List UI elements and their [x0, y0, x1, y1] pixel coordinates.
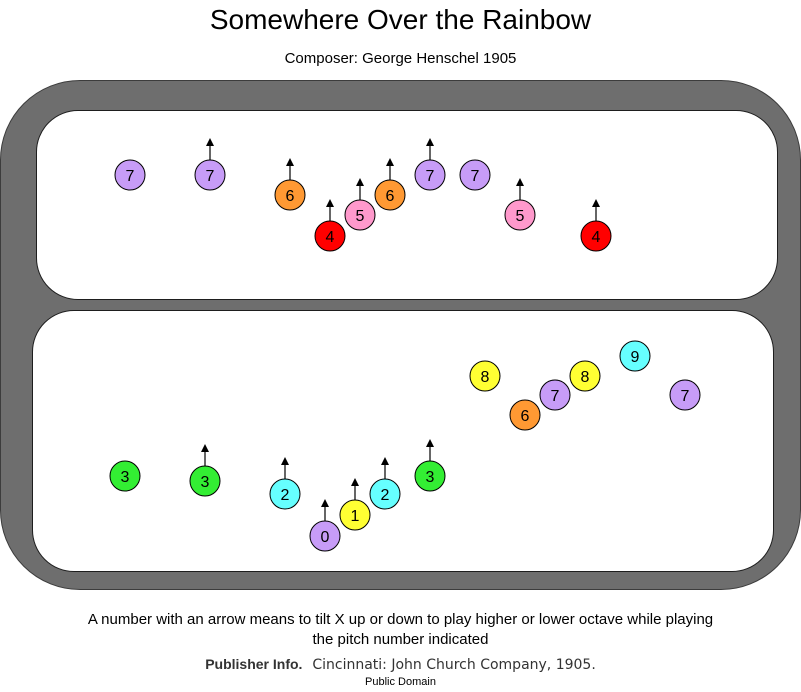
note-circle — [569, 360, 601, 392]
note-circle — [580, 220, 612, 252]
note-line-1-6: 6 — [374, 158, 406, 211]
note-circle — [339, 499, 371, 531]
note-line-2-8: 8 — [469, 360, 501, 392]
note-line-2-3: 2 — [269, 457, 301, 510]
panel-line-1 — [36, 110, 778, 300]
note-pitch-label: 5 — [356, 208, 365, 225]
note-pitch-label: 0 — [321, 529, 330, 546]
note-circle — [414, 159, 446, 191]
license-text: Public Domain — [365, 676, 436, 688]
note-circle — [414, 460, 446, 492]
caption-line-1: A number with an arrow means to tilt X u… — [87, 611, 714, 628]
note-pitch-label: 4 — [592, 229, 601, 246]
note-line-2-4: 0 — [309, 499, 341, 552]
note-circle — [459, 159, 491, 191]
note-circle — [539, 379, 571, 411]
note-line-2-10: 7 — [539, 379, 571, 411]
note-circle — [309, 520, 341, 552]
note-line-2-2: 3 — [189, 444, 221, 497]
note-circle — [269, 478, 301, 510]
note-circle — [369, 478, 401, 510]
note-line-2-1: 3 — [109, 460, 141, 492]
note-pitch-label: 9 — [631, 349, 640, 366]
note-circle — [344, 199, 376, 231]
note-circle — [669, 379, 701, 411]
publisher-info: Publisher Info. Cincinnati: John Church … — [0, 656, 801, 673]
note-circle — [109, 460, 141, 492]
note-line-2-12: 9 — [619, 340, 651, 372]
note-pitch-label: 3 — [121, 469, 130, 486]
note-pitch-label: 8 — [581, 369, 590, 386]
note-circle — [114, 159, 146, 191]
note-pitch-label: 7 — [471, 168, 480, 185]
note-line-2-9: 6 — [509, 399, 541, 431]
note-pitch-label: 5 — [516, 208, 525, 225]
note-pitch-label: 2 — [281, 487, 290, 504]
note-line-2-7: 3 — [414, 439, 446, 492]
note-line-2-13: 7 — [669, 379, 701, 411]
note-line-2-11: 8 — [569, 360, 601, 392]
note-line-2-5: 1 — [339, 478, 371, 531]
publisher-value: Cincinnati: John Church Company, 1905. — [312, 657, 596, 673]
caption-line-2: the pitch number indicated — [312, 631, 489, 648]
note-pitch-label: 4 — [326, 229, 335, 246]
note-line-1-5: 5 — [344, 178, 376, 231]
note-circle — [194, 159, 226, 191]
note-pitch-label: 7 — [681, 388, 690, 405]
note-line-1-1: 7 — [114, 159, 146, 191]
note-line-1-8: 7 — [459, 159, 491, 191]
note-pitch-label: 7 — [126, 168, 135, 185]
note-pitch-label: 3 — [426, 469, 435, 486]
composer-subtitle: Composer: George Henschel 1905 — [284, 50, 517, 67]
note-circle — [314, 220, 346, 252]
page-title: Somewhere Over the Rainbow — [209, 4, 592, 35]
note-pitch-label: 6 — [521, 408, 530, 425]
note-line-1-2: 7 — [194, 138, 226, 191]
publisher-label: Publisher Info. — [205, 656, 303, 672]
note-pitch-label: 2 — [381, 487, 390, 504]
note-line-1-7: 7 — [414, 138, 446, 191]
note-pitch-label: 7 — [426, 168, 435, 185]
note-line-1-4: 4 — [314, 199, 346, 252]
note-circle — [374, 179, 406, 211]
note-pitch-label: 7 — [551, 388, 560, 405]
note-pitch-label: 1 — [351, 508, 360, 525]
note-pitch-label: 3 — [201, 474, 210, 491]
note-line-1-9: 5 — [504, 178, 536, 231]
instruction-caption: A number with an arrow means to tilt X u… — [0, 610, 801, 650]
note-pitch-label: 7 — [206, 168, 215, 185]
note-pitch-label: 6 — [386, 188, 395, 205]
note-circle — [189, 465, 221, 497]
note-line-1-3: 6 — [274, 158, 306, 211]
note-circle — [619, 340, 651, 372]
note-circle — [274, 179, 306, 211]
note-circle — [469, 360, 501, 392]
note-pitch-label: 6 — [286, 188, 295, 205]
note-circle — [509, 399, 541, 431]
note-line-2-6: 2 — [369, 457, 401, 510]
note-circle — [504, 199, 536, 231]
note-pitch-label: 8 — [481, 369, 490, 386]
note-line-1-10: 4 — [580, 199, 612, 252]
panel-line-2 — [32, 310, 774, 572]
